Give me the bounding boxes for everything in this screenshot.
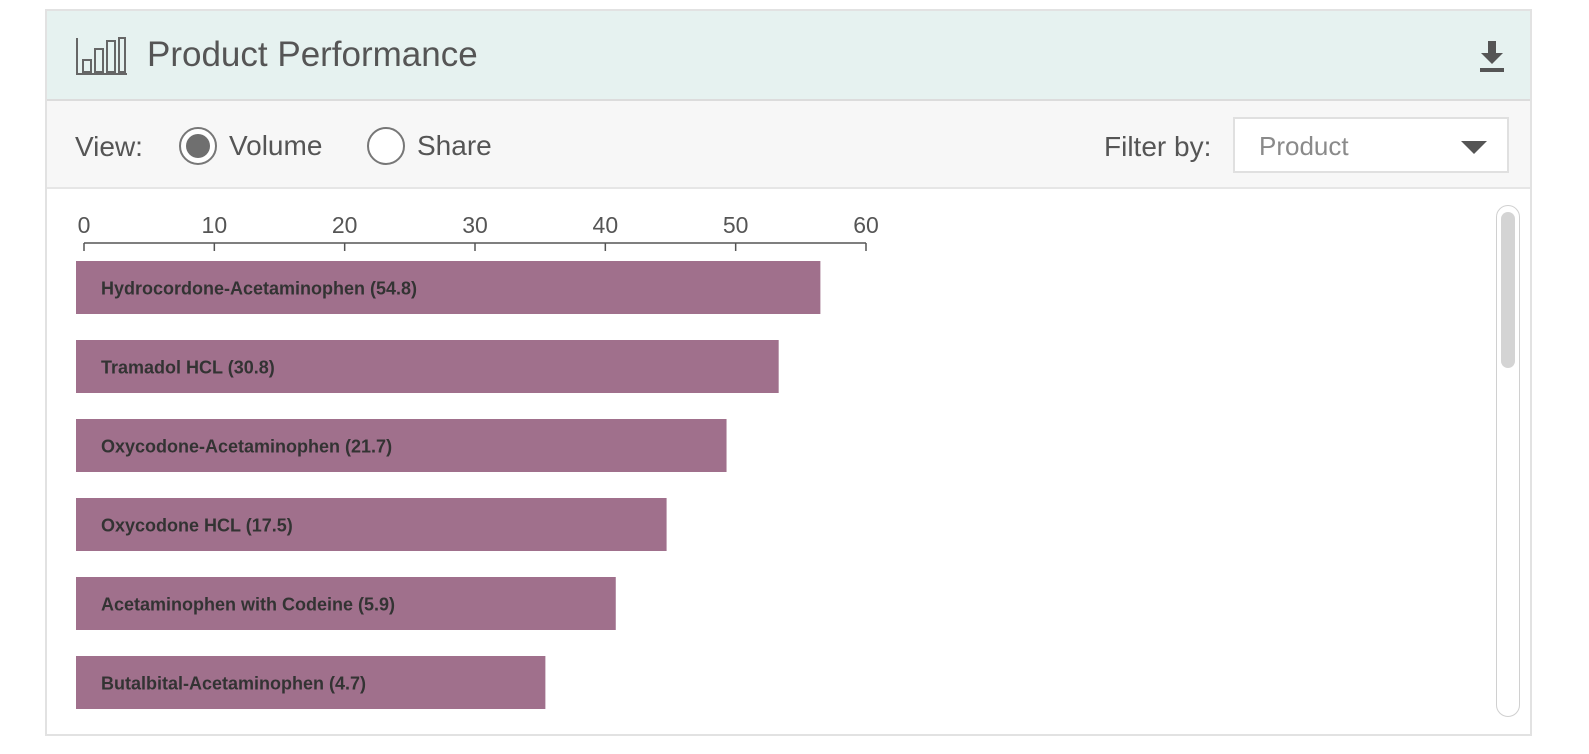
filter-label: Filter by: (1104, 131, 1212, 162)
filter-select[interactable]: Product (1233, 117, 1509, 173)
bar-label: Hydrocordone-Acetaminophen (54.8) (101, 279, 417, 299)
bar-label: Acetaminophen with Codeine (5.9) (101, 595, 395, 615)
view-share-radio[interactable]: Share (367, 126, 492, 166)
bar[interactable] (76, 261, 821, 314)
view-share-label: Share (417, 130, 492, 161)
radio-unchecked-icon[interactable] (367, 127, 405, 165)
x-tick-label: 10 (202, 212, 228, 238)
view-volume-radio[interactable]: Volume (179, 126, 322, 166)
bar-label: Oxycodone-Acetaminophen (21.7) (101, 437, 392, 457)
page-title: Product Performance (147, 35, 478, 74)
x-tick-label: 50 (723, 212, 749, 238)
bar-label: Oxycodone HCL (17.5) (101, 516, 293, 536)
scrollbar-thumb[interactable] (1501, 212, 1515, 368)
bar[interactable] (76, 419, 727, 472)
bar[interactable] (76, 340, 779, 393)
x-tick-label: 0 (78, 212, 91, 238)
bar[interactable] (76, 498, 667, 551)
bar[interactable] (76, 656, 546, 709)
download-icon[interactable] (1478, 39, 1506, 73)
bar-chart: 0 10 20 30 40 50 60 Hydrocordone-Acetaminophen … (76, 212, 879, 709)
vertical-scrollbar[interactable] (1496, 205, 1520, 717)
radio-checked-icon[interactable] (179, 127, 217, 165)
chevron-down-icon[interactable] (1461, 141, 1487, 154)
panel-header: Product Performance (47, 11, 1530, 101)
product-performance-panel: Product Performance View: Volume Share F… (45, 9, 1532, 736)
view-label: View: (75, 131, 143, 162)
x-tick-label: 60 (853, 212, 879, 238)
chart-area: 0 10 20 30 40 50 60 Hydrocordone-Acetaminophen … (47, 189, 1530, 734)
x-tick-label: 40 (593, 212, 619, 238)
bar[interactable] (76, 577, 616, 630)
view-volume-label: Volume (229, 130, 323, 161)
x-tick-label: 30 (462, 212, 488, 238)
x-tick-label: 20 (332, 212, 358, 238)
bar-label: Tramadol HCL (30.8) (101, 358, 275, 378)
bar-chart-icon (76, 37, 127, 75)
chart-toolbar: View: Volume Share Filter by: Product (47, 101, 1530, 189)
filter-select-value: Product (1259, 131, 1349, 161)
bar-label: Butalbital-Acetaminophen (4.7) (101, 674, 366, 694)
